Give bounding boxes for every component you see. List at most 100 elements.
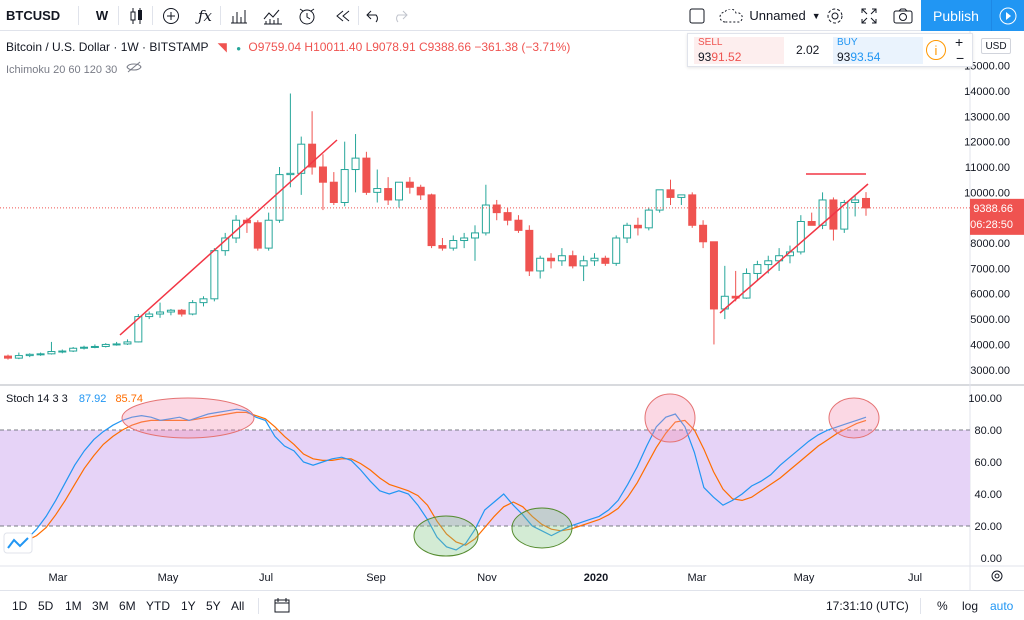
candle-up bbox=[449, 240, 458, 249]
candle-up bbox=[210, 250, 219, 300]
publish-button[interactable]: Publish bbox=[921, 0, 991, 31]
ellipse-annotation bbox=[511, 507, 573, 549]
candle-style-icon[interactable] bbox=[126, 0, 148, 31]
candle-down bbox=[514, 219, 523, 231]
toolbar-divider bbox=[152, 6, 153, 25]
candle-down bbox=[362, 157, 371, 193]
redo-icon[interactable] bbox=[388, 0, 412, 31]
stoch-k-value: 87.92 bbox=[78, 393, 107, 405]
sell-price: 9391.52 bbox=[698, 50, 742, 64]
candle-up bbox=[25, 353, 34, 357]
trade-panel: SELL 9391.52 2.02 BUY 9393.54 i + − bbox=[687, 33, 973, 67]
play-icon[interactable] bbox=[991, 0, 1024, 31]
current-price-label: 9388.66 bbox=[973, 203, 1013, 215]
ellipse-annotation bbox=[121, 397, 255, 439]
timeframe-1d[interactable]: 1D bbox=[12, 599, 28, 613]
layout-name-button[interactable]: Unnamed ▼ bbox=[716, 0, 824, 31]
candle-up bbox=[481, 204, 490, 234]
date-range-icon[interactable] bbox=[274, 597, 290, 618]
candle-up bbox=[47, 351, 56, 355]
replay-icon[interactable] bbox=[330, 0, 356, 31]
toolbar-divider bbox=[118, 6, 119, 25]
candle-up bbox=[101, 343, 110, 347]
candle-up bbox=[58, 350, 67, 353]
candle-down bbox=[709, 241, 718, 310]
fullscreen-icon[interactable] bbox=[856, 0, 882, 31]
candle-down bbox=[438, 245, 447, 249]
price-tick-label: 8000.00 bbox=[970, 238, 1010, 250]
candle-up bbox=[123, 341, 132, 345]
stoch-d-line bbox=[7, 411, 867, 548]
stoch-label: Stoch 14 3 3 bbox=[6, 393, 68, 405]
stoch-band bbox=[0, 430, 970, 526]
timeframe-all[interactable]: All bbox=[231, 599, 245, 613]
candle-down bbox=[253, 222, 262, 249]
candle-up bbox=[340, 169, 349, 203]
bottom-divider bbox=[258, 598, 259, 614]
symbol-title[interactable]: Bitcoin / U.S. Dollar · 1W · BITSTAMP bbox=[6, 40, 209, 54]
ichimoku-legend[interactable]: Ichimoku 20 60 120 30 bbox=[6, 61, 142, 76]
symbol-search-button[interactable]: BTCUSD bbox=[6, 8, 61, 23]
time-tick-label: Sep bbox=[366, 572, 386, 584]
price-tick-label: 14000.00 bbox=[964, 86, 1010, 98]
price-tick-label: 4000.00 bbox=[970, 339, 1010, 351]
timeframe-3m[interactable]: 3M bbox=[92, 599, 109, 613]
timeframe-5d[interactable]: 5D bbox=[38, 599, 54, 613]
plus-icon[interactable]: + bbox=[955, 34, 964, 50]
candle-up bbox=[742, 272, 751, 299]
chevron-down-icon: ▼ bbox=[811, 10, 821, 21]
sell-label: SELL bbox=[698, 37, 723, 48]
candle-up bbox=[590, 257, 599, 262]
info-icon[interactable]: i bbox=[926, 40, 946, 60]
camera-icon[interactable] bbox=[890, 0, 916, 31]
timeframe-1m[interactable]: 1M bbox=[65, 599, 82, 613]
price-tick-label: 7000.00 bbox=[970, 263, 1010, 275]
financials-icon[interactable] bbox=[226, 0, 252, 31]
interval-button[interactable]: W bbox=[95, 8, 109, 23]
stoch-tick-label: 0.00 bbox=[981, 553, 1002, 565]
arrow-down-icon: ◥ bbox=[217, 40, 227, 54]
candle-up bbox=[394, 181, 403, 201]
candle-down bbox=[308, 143, 317, 168]
stoch-k-line bbox=[7, 408, 867, 551]
candle-up bbox=[351, 157, 360, 171]
candle-down bbox=[525, 229, 534, 272]
axes: 15000.00 14000.00 13000.00 12000.00 11000.00… bbox=[3, 61, 1024, 584]
candle-down bbox=[601, 257, 610, 264]
price-tick-label: 12000.00 bbox=[964, 137, 1010, 149]
undo-icon[interactable] bbox=[362, 0, 386, 31]
candle-up bbox=[373, 188, 382, 193]
candle-up bbox=[471, 232, 480, 239]
compare-add-icon[interactable] bbox=[158, 0, 184, 31]
auto-toggle[interactable]: auto bbox=[990, 599, 1014, 613]
settings-gear-icon[interactable] bbox=[822, 0, 848, 31]
time-tick-label: Nov bbox=[477, 572, 497, 584]
fullscreen-square-icon[interactable] bbox=[684, 0, 710, 31]
templates-icon[interactable] bbox=[260, 0, 286, 31]
timeframe-6m[interactable]: 6M bbox=[119, 599, 136, 613]
buy-label: BUY bbox=[837, 37, 858, 48]
minus-icon[interactable]: − bbox=[956, 50, 965, 66]
timeframe-5y[interactable]: 5Y bbox=[206, 599, 221, 613]
currency-button[interactable]: USD bbox=[981, 38, 1011, 54]
log-toggle[interactable]: log bbox=[962, 599, 979, 613]
candle-up bbox=[764, 260, 773, 266]
stoch-legend[interactable]: Stoch 14 3 3 87.92 85.74 bbox=[6, 393, 143, 405]
time-tick-label: Mar bbox=[49, 572, 68, 584]
sell-button[interactable]: SELL 9391.52 bbox=[694, 37, 784, 64]
eye-hidden-icon[interactable] bbox=[126, 61, 142, 76]
indicators-icon[interactable]: ƒx bbox=[197, 6, 212, 25]
price-tick-label: 5000.00 bbox=[970, 314, 1010, 326]
timeframe-1y[interactable]: 1Y bbox=[181, 599, 196, 613]
candle-up bbox=[677, 194, 686, 198]
candle-up bbox=[460, 237, 469, 242]
alert-clock-icon[interactable] bbox=[294, 0, 320, 31]
stochastic-pane bbox=[0, 393, 970, 557]
buy-button[interactable]: BUY 9393.54 bbox=[833, 37, 923, 64]
ellipse-annotation bbox=[413, 515, 479, 557]
chart-canvas[interactable]: 15000.00 14000.00 13000.00 12000.00 11000.00… bbox=[0, 0, 1024, 590]
percent-toggle[interactable]: % bbox=[937, 599, 948, 613]
ohlc-values: O9759.04 H10011.40 L9078.91 C9388.66 −36… bbox=[248, 40, 571, 54]
timeframe-ytd[interactable]: YTD bbox=[146, 599, 170, 613]
utc-clock[interactable]: 17:31:10 (UTC) bbox=[826, 599, 909, 613]
